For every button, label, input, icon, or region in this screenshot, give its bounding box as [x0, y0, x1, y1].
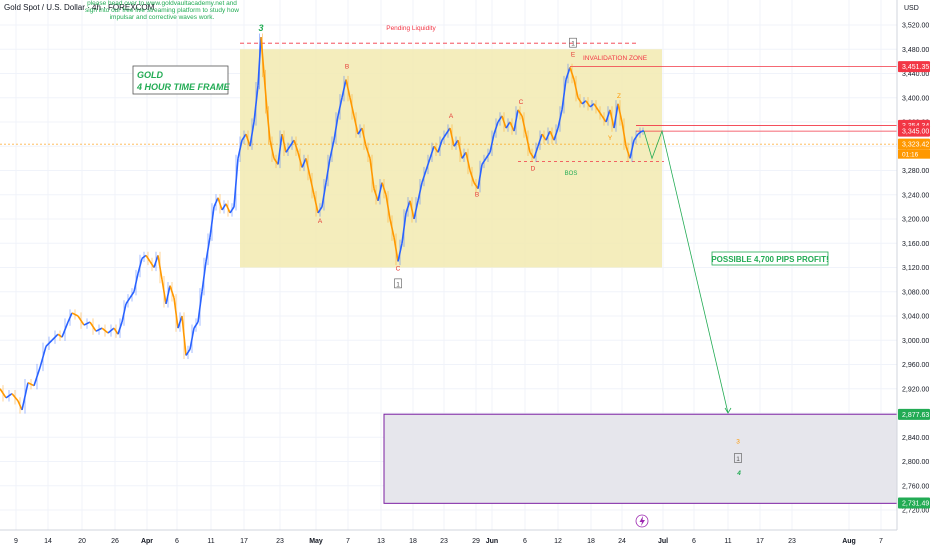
wave-box	[734, 453, 742, 463]
price-tick-label: 2,840.00	[902, 435, 929, 442]
wave-box	[569, 37, 577, 48]
time-tick-label: 6	[523, 538, 527, 545]
price-tick-label: 3,400.00	[902, 95, 929, 102]
price-tick-label: 3,280.00	[902, 168, 929, 175]
profit-note-box[interactable]	[711, 251, 829, 266]
price-tick-label: 3,440.00	[902, 71, 929, 78]
time-tick-label: 14	[44, 538, 52, 545]
wave-label: B	[475, 192, 479, 199]
price-tag[interactable]	[898, 125, 930, 137]
wave-label: 3	[736, 438, 740, 445]
chart-header: Gold Spot / U.S. Dollar · 4h · FOREXCOM	[0, 0, 154, 16]
time-tick-label: 12	[554, 538, 562, 545]
wave-label: D	[531, 166, 536, 173]
wave-label: 4	[736, 470, 741, 477]
price-axis[interactable]	[897, 0, 932, 550]
price-tick-label: 3,000.00	[902, 338, 929, 345]
time-tick-label: 18	[587, 538, 595, 545]
price-tick-label: 3,040.00	[902, 314, 929, 321]
currency-label[interactable]: USD	[904, 5, 919, 12]
timeframe-line2: 4 HOUR TIME FRAME	[136, 82, 230, 92]
pending-liquidity-label: Pending Liquidity	[386, 25, 436, 32]
time-tick-label: May	[309, 538, 323, 545]
wave-box-label: 1	[396, 281, 400, 288]
time-tick-label: 18	[409, 538, 417, 545]
wave-label: C	[396, 266, 401, 273]
wave-box-label: 1	[571, 41, 575, 48]
price-tag[interactable]	[898, 408, 930, 420]
time-tick-label: 17	[756, 538, 764, 545]
price-tick-label: 3,200.00	[902, 217, 929, 224]
wave-label: C	[519, 99, 524, 106]
price-tick-label: 2,800.00	[902, 459, 929, 466]
price-tick-label: 2,960.00	[902, 362, 929, 369]
price-tick-label: 2,760.00	[902, 483, 929, 490]
price-tick-label: 3,240.00	[902, 192, 929, 199]
timeframe-box[interactable]	[132, 65, 229, 95]
price-tick-label: 3,080.00	[902, 289, 929, 296]
price-tick-label: 3,520.00	[902, 23, 929, 30]
profit-note-label: POSSIBLE 4,700 PIPS PROFIT!	[711, 255, 828, 264]
price-tick-label: 2,720.00	[902, 508, 929, 515]
wave-label: Y	[608, 135, 613, 142]
bos-label: BOS	[565, 171, 578, 177]
price-tag-label: 3,345.00	[902, 129, 929, 136]
time-tick-label: 7	[346, 538, 350, 545]
invalidation-zone-label: INVALIDATION ZONE	[583, 55, 648, 62]
time-tick-label: 17	[240, 538, 248, 545]
price-tick-label: 3,120.00	[902, 265, 929, 272]
time-tick-label: Apr	[141, 538, 153, 545]
price-tick-label: 3,480.00	[902, 47, 929, 54]
time-tick-label: 6	[175, 538, 179, 545]
projection-path[interactable]	[643, 129, 729, 414]
time-tick-label: Jun	[486, 538, 498, 545]
wave-label: A	[449, 113, 454, 120]
price-tag[interactable]	[898, 61, 930, 73]
wave-label: B	[345, 64, 349, 71]
price-tag[interactable]	[898, 138, 930, 150]
wave-box-label: 1	[736, 456, 740, 463]
countdown-tag	[898, 149, 930, 159]
time-tick-label: 24	[618, 538, 626, 545]
wave-label: 3	[258, 23, 263, 33]
promo-text: please head over to www.goldvaultacademy…	[85, 0, 239, 21]
arrow-head-icon	[724, 407, 732, 414]
time-tick-label: 23	[788, 538, 796, 545]
price-tick-label: 3,160.00	[902, 241, 929, 248]
wave-label: E	[571, 52, 576, 59]
countdown-label: 01:16	[902, 152, 919, 159]
time-tick-label: 11	[207, 538, 214, 545]
time-tick-label: Aug	[842, 538, 856, 545]
price-tag-label: 2,877.63	[902, 412, 929, 419]
time-axis[interactable]	[0, 530, 897, 550]
time-tick-label: 9	[14, 538, 18, 545]
price-tag-label: 2,731.49	[902, 501, 929, 508]
price-tag-label: 3,451.35	[902, 64, 929, 71]
consolidation-zone[interactable]	[240, 49, 662, 268]
time-tick-label: 23	[440, 538, 448, 545]
wave-label: Z	[617, 93, 621, 100]
time-tick-label: 7	[879, 538, 883, 545]
time-tick-label: 13	[377, 538, 385, 545]
symbol-title[interactable]: Gold Spot / U.S. Dollar · 4h · FOREXCOM	[4, 3, 155, 12]
time-tick-label: 6	[692, 538, 696, 545]
time-tick-label: 26	[111, 538, 119, 545]
time-tick-label: Jul	[658, 538, 668, 545]
lightning-bolt-shape	[639, 516, 645, 526]
timeframe-line1: GOLD	[137, 70, 163, 80]
price-tag-label: 3,323.42	[902, 142, 929, 149]
target-zone[interactable]	[383, 413, 901, 504]
wave-box	[394, 278, 402, 289]
time-tick-label: 20	[78, 538, 86, 545]
time-tick-label: 11	[724, 538, 731, 545]
time-tick-label: 29	[472, 538, 480, 545]
price-tag[interactable]	[898, 497, 930, 509]
time-tick-label: 23	[276, 538, 284, 545]
wave-label: A	[318, 218, 323, 225]
price-tick-label: 2,920.00	[902, 386, 929, 393]
